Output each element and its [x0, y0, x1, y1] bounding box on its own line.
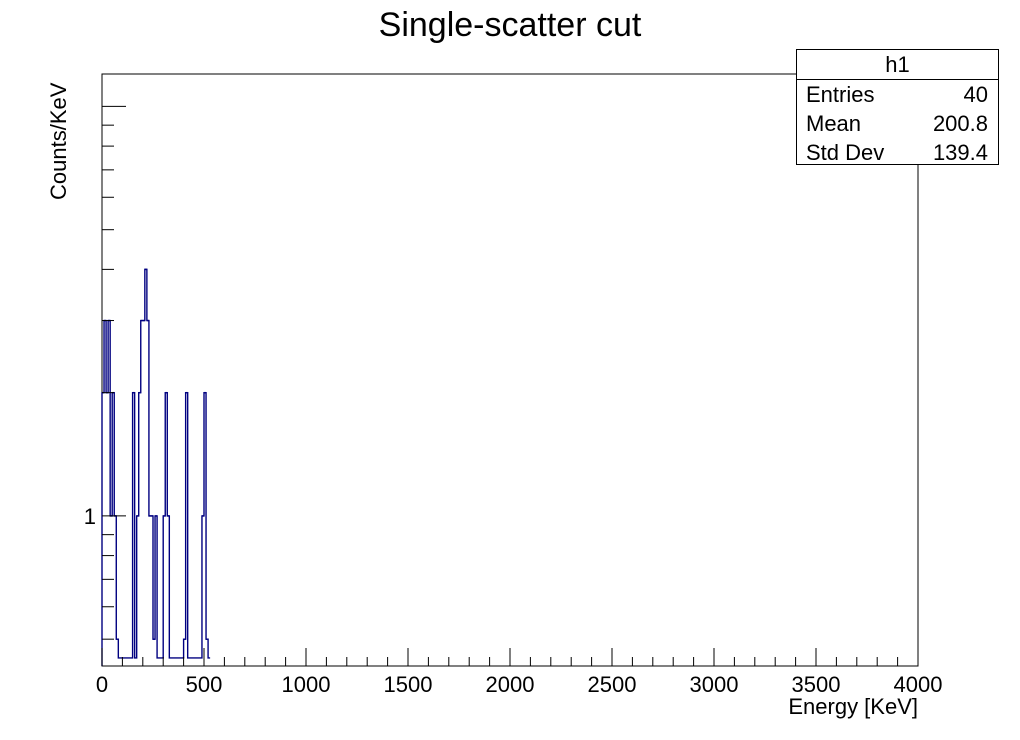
stats-value: 139.4: [932, 140, 988, 165]
stats-title: h1: [797, 50, 998, 80]
chart-title: Single-scatter cut: [379, 6, 642, 44]
x-tick-label: 500: [186, 672, 223, 697]
stats-label: Std Dev: [806, 140, 885, 165]
stats-row-mean: Mean 200.8: [797, 109, 998, 138]
x-tick-label: 0: [96, 672, 108, 697]
x-tick-label: 1000: [282, 672, 331, 697]
x-tick-label: 3500: [792, 672, 841, 697]
x-tick-label: 2500: [588, 672, 637, 697]
stats-row-stddev: Std Dev 139.4: [797, 138, 998, 167]
x-tick-label: 2000: [486, 672, 535, 697]
x-tick-label: 1500: [384, 672, 433, 697]
y-tick-label: 1: [84, 504, 96, 529]
stats-box: h1 Entries 40 Mean 200.8 Std Dev 139.4: [796, 49, 999, 165]
x-tick-label: 3000: [690, 672, 739, 697]
stats-row-entries: Entries 40: [797, 80, 998, 109]
plot-area: 0 500 1000 1500 2000 2500 3000 3500 4000 1: [84, 73, 943, 697]
histogram-series: [101, 268, 211, 666]
y-axis-label: Counts/KeV: [46, 82, 71, 200]
x-tick-label: 4000: [894, 672, 943, 697]
stats-label: Mean: [806, 111, 862, 136]
stats-value: 40: [963, 82, 988, 107]
x-axis-label: Energy [KeV]: [788, 694, 918, 719]
stats-label: Entries: [806, 82, 875, 107]
stats-value: 200.8: [932, 111, 988, 136]
